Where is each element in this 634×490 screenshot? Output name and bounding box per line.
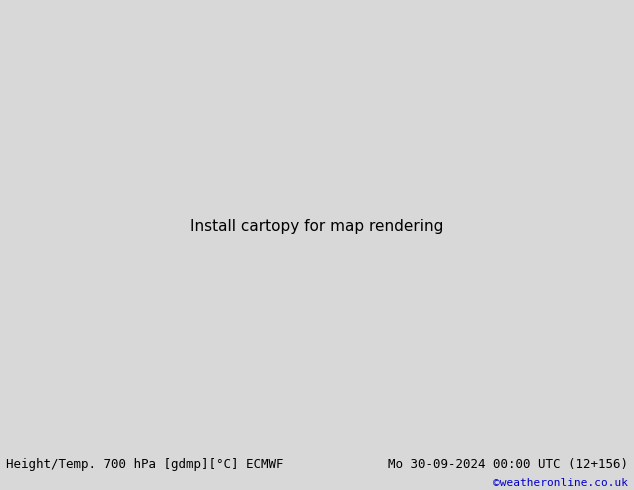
Text: Height/Temp. 700 hPa [gdmp][°C] ECMWF: Height/Temp. 700 hPa [gdmp][°C] ECMWF [6, 458, 284, 471]
Text: Mo 30-09-2024 00:00 UTC (12+156): Mo 30-09-2024 00:00 UTC (12+156) [387, 458, 628, 471]
Text: ©weatheronline.co.uk: ©weatheronline.co.uk [493, 478, 628, 489]
Text: Install cartopy for map rendering: Install cartopy for map rendering [190, 219, 444, 234]
